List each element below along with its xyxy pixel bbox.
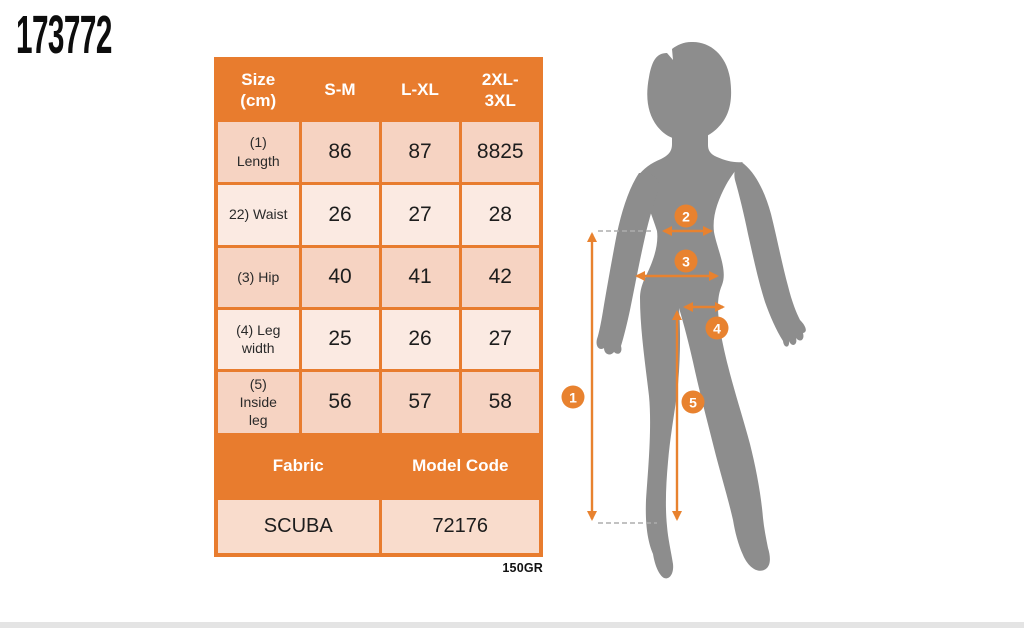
table-footer-header-row: Fabric Model Code	[214, 432, 543, 500]
marker-badge-2: 2	[674, 204, 698, 228]
female-silhouette	[596, 41, 806, 579]
inside-leg-2xl3xl: 58	[458, 368, 543, 436]
table-row-hip: (3) Hip 40 41 42	[214, 244, 543, 310]
row-label-hip: (3) Hip	[214, 244, 302, 310]
fabric-value: SCUBA	[214, 496, 382, 557]
model-code-value: 72176	[378, 496, 543, 557]
length-lxl: 87	[378, 118, 462, 185]
row-label-length: (1) Length	[214, 118, 302, 185]
length-2xl3xl: 8825	[458, 118, 543, 185]
size-chart-table: Size (cm) S-M L-XL 2XL- 3XL (1) Length 8…	[214, 57, 543, 557]
measurement-diagram: 1 2 3 4 5	[560, 20, 830, 582]
column-header-2xl3xl: 2XL- 3XL	[458, 57, 543, 122]
waist-2xl3xl: 28	[458, 181, 543, 248]
leg-width-lxl: 26	[378, 306, 462, 372]
leg-width-sm: 25	[298, 306, 382, 372]
fabric-header: Fabric	[214, 432, 382, 500]
product-code: 173772	[16, 5, 112, 65]
inside-leg-lxl: 57	[378, 368, 462, 436]
table-row-leg-width: (4) Leg width 25 26 27	[214, 306, 543, 372]
corner-header-size-cm: Size (cm)	[214, 57, 302, 122]
row-label-inside-leg: (5) Inside leg	[214, 368, 302, 436]
table-row-waist: 22) Waist 26 27 28	[214, 181, 543, 248]
table-footer-value-row: SCUBA 72176	[214, 496, 543, 557]
size-table-header-row: Size (cm) S-M L-XL 2XL- 3XL	[214, 57, 543, 122]
reference-dashed-lines	[598, 230, 657, 524]
leg-width-2xl3xl: 27	[458, 306, 543, 372]
hip-2xl3xl: 42	[458, 244, 543, 310]
marker-badge-4: 4	[705, 316, 729, 340]
measurement-arrows	[586, 225, 726, 522]
column-header-sm: S-M	[298, 57, 382, 122]
weight-note: 150GR	[502, 561, 543, 575]
inside-leg-sm: 56	[298, 368, 382, 436]
marker-badge-3: 3	[674, 249, 698, 273]
table-row-length: (1) Length 86 87 8825	[214, 118, 543, 185]
hip-lxl: 41	[378, 244, 462, 310]
body-silhouette-graphic	[586, 41, 806, 579]
waist-lxl: 27	[378, 181, 462, 248]
table-row-inside-leg: (5) Inside leg 56 57 58	[214, 368, 543, 436]
row-label-leg-width: (4) Leg width	[214, 306, 302, 372]
hip-sm: 40	[298, 244, 382, 310]
model-code-header: Model Code	[378, 432, 543, 500]
bottom-divider-bar	[0, 622, 1024, 628]
waist-sm: 26	[298, 181, 382, 248]
length-sm: 86	[298, 118, 382, 185]
marker-badge-5: 5	[681, 390, 705, 414]
row-label-waist: 22) Waist	[214, 181, 302, 248]
column-header-lxl: L-XL	[378, 57, 462, 122]
marker-badge-1: 1	[561, 385, 585, 409]
